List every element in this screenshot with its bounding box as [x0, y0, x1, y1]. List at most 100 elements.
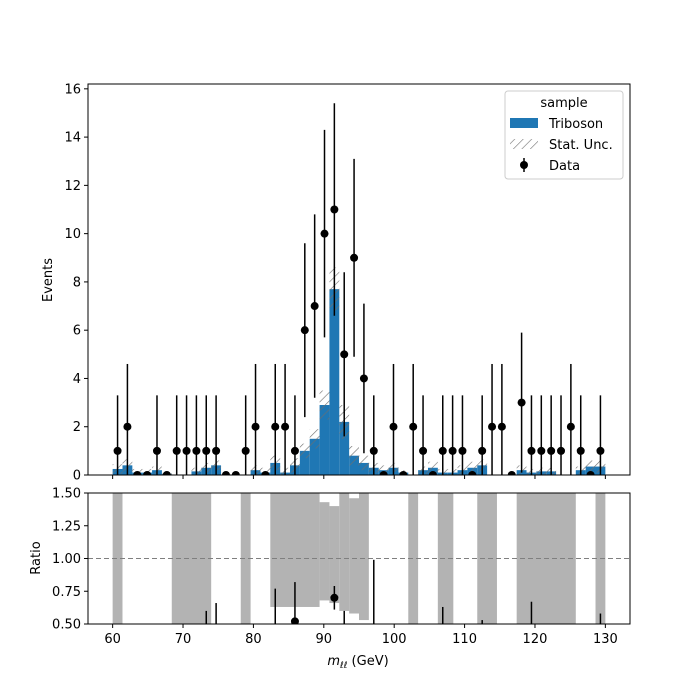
data-point	[369, 446, 378, 455]
ratio-panel: 0.50 0.75 1.00 1.25 1.50 60 70 80 90 100 110 120 13…	[29, 487, 631, 671]
hist-bar	[309, 438, 320, 475]
stat-unc-box	[309, 429, 320, 449]
ratio-band-segment	[437, 493, 454, 624]
legend-title: sample	[540, 96, 587, 111]
data-point	[172, 446, 181, 455]
data-point	[547, 446, 556, 455]
main-y-ticks: 0 2 4 6 8 10 12 14 16	[64, 82, 88, 484]
data-point	[537, 446, 546, 455]
ratio-unc-band	[112, 493, 606, 624]
y-tick-label: 14	[64, 131, 81, 146]
stat-unc-box	[585, 460, 596, 473]
data-point	[478, 446, 487, 455]
legend-label-triboson: Triboson	[548, 117, 603, 132]
data-point	[221, 471, 230, 475]
data-point	[320, 229, 329, 238]
y-tick-label: 10	[64, 227, 81, 242]
data-point	[389, 422, 398, 431]
stat-unc-box	[378, 465, 389, 475]
data-point	[182, 446, 191, 455]
legend: sample Triboson Stat. Unc. Data	[504, 90, 624, 180]
data-point	[300, 326, 309, 335]
stat-unc-box	[427, 461, 438, 474]
stat-unc-box	[467, 461, 478, 474]
data-point	[123, 422, 132, 431]
data-point	[399, 471, 408, 475]
ratio-y-tick-label: 1.25	[52, 519, 81, 534]
data-point	[350, 253, 359, 262]
x-tick-label: 60	[104, 632, 121, 647]
data-point	[379, 471, 388, 475]
data-point	[596, 446, 605, 455]
data-point	[507, 471, 516, 475]
x-tick-label: 70	[175, 632, 192, 647]
ratio-points	[205, 559, 602, 624]
legend-frame	[504, 90, 624, 180]
y-tick-label: 16	[64, 82, 81, 97]
stat-unc-box	[359, 455, 369, 471]
data-point	[143, 471, 152, 475]
x-tick-label: 110	[452, 632, 477, 647]
ratio-y-axis-label: Ratio	[29, 541, 44, 574]
hist-bar	[319, 405, 330, 475]
stat-unc-box	[349, 446, 359, 466]
ratio-band-segment	[240, 493, 251, 624]
data-point	[557, 446, 566, 455]
data-point	[330, 205, 339, 214]
data-point	[310, 302, 319, 311]
ratio-band-segment	[359, 493, 369, 621]
ratio-point	[330, 593, 339, 602]
data-points	[113, 103, 605, 475]
data-point	[497, 422, 506, 431]
ratio-point	[290, 617, 299, 624]
legend-label-stat-unc: Stat. Unc.	[549, 138, 613, 153]
ratio-band-segment	[112, 493, 123, 624]
data-point	[192, 446, 201, 455]
ratio-band-segment	[349, 498, 359, 614]
ratio-y-tick-label: 0.75	[52, 585, 81, 600]
ratio-band-segment	[408, 493, 419, 624]
data-point	[133, 471, 142, 475]
data-point	[409, 422, 418, 431]
data-point	[359, 374, 368, 383]
x-axis-label: mℓℓ (GeV)	[327, 654, 388, 671]
stat-unc-box	[299, 443, 310, 459]
data-point	[458, 446, 467, 455]
data-point	[152, 446, 161, 455]
main-panel: 0 2 4 6 8 10 12 14 16 Events	[41, 82, 631, 484]
ratio-y-tick-label: 1.50	[52, 487, 81, 502]
data-point	[517, 398, 526, 407]
y-tick-label: 0	[73, 469, 81, 484]
data-point	[212, 446, 221, 455]
legend-swatch-data-marker	[520, 161, 528, 169]
data-point	[566, 422, 575, 431]
data-point	[251, 422, 260, 431]
data-point	[271, 422, 280, 431]
x-tick-label: 130	[593, 632, 618, 647]
data-point	[202, 446, 211, 455]
x-tick-label: 80	[245, 632, 262, 647]
y-tick-label: 8	[73, 275, 81, 290]
x-tick-label: 90	[316, 632, 333, 647]
data-point	[576, 446, 585, 455]
ratio-x-ticks: 60 70 80 90 100 110 120 130	[104, 624, 618, 647]
main-y-axis-label: Events	[41, 258, 56, 302]
data-point	[231, 471, 240, 475]
x-tick-label: 100	[382, 632, 407, 647]
ratio-band-segment	[477, 493, 497, 624]
data-point	[527, 446, 536, 455]
y-tick-label: 6	[73, 324, 81, 339]
legend-swatch-stat-unc	[510, 139, 538, 149]
y-tick-label: 2	[73, 420, 81, 435]
y-tick-label: 12	[64, 179, 81, 194]
ratio-band-segment	[339, 493, 350, 611]
main-axes-frame	[87, 83, 631, 476]
ratio-band-segment	[329, 506, 340, 604]
legend-swatch-triboson	[510, 118, 538, 128]
ratio-y-tick-label: 1.00	[52, 552, 81, 567]
data-point	[281, 422, 290, 431]
data-point	[488, 422, 497, 431]
stat-unc-box	[319, 390, 330, 420]
data-point	[241, 446, 250, 455]
